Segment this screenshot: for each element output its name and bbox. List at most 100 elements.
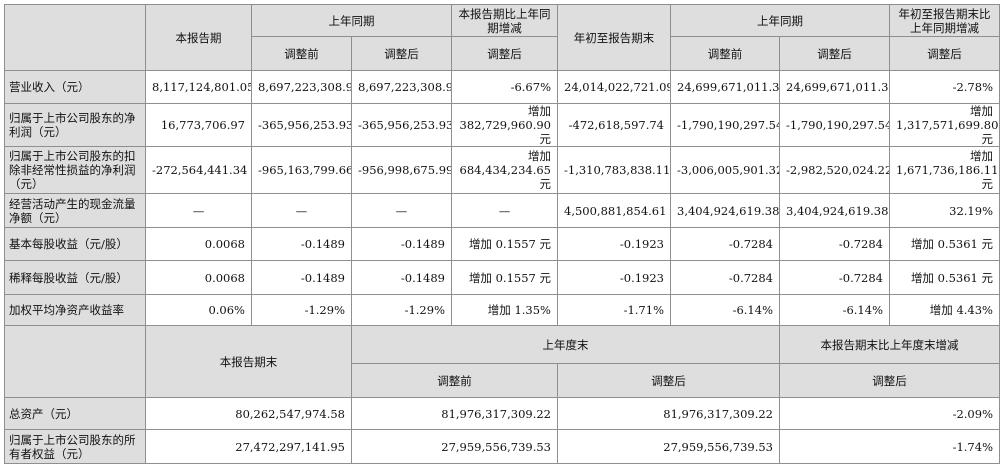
cell-prior-after: -956,998,675.99	[351, 146, 452, 194]
header-after-adjust-change: 调整后	[451, 36, 558, 71]
header-bottom-before-adjust: 调整前	[351, 363, 558, 398]
cell-ytd: -1.71%	[557, 294, 671, 326]
cell-prior-after: 27,959,556,739.53	[557, 429, 780, 464]
cell-ytd: -0.1923	[557, 260, 671, 295]
header-period-end: 本报告期末	[145, 325, 352, 398]
cell-ytd-prior-after: -0.7284	[779, 260, 890, 295]
cell-ytd-change: 增加 0.5361 元	[889, 227, 1000, 261]
cell-period-end: 27,472,297,141.95	[145, 429, 352, 464]
cell-ytd: 24,014,022,721.09	[557, 70, 671, 104]
cell-current: —	[145, 193, 252, 228]
cell-ytd-change: 32.19%	[889, 193, 1000, 228]
cell-ytd-prior-after: 24,699,671,011.31	[779, 70, 890, 104]
row-label: 营业收入（元）	[4, 70, 146, 104]
row-label: 归属于上市公司股东的所有者权益（元）	[4, 429, 146, 464]
cell-change: —	[451, 193, 558, 228]
header-after-adjust: 调整后	[351, 36, 452, 71]
cell-ytd-prior-after: -6.14%	[779, 294, 890, 326]
cell-prior-before: -0.1489	[251, 260, 352, 295]
header-ytd: 年初至报告期末	[557, 4, 671, 71]
header-change-vs-prior-year-end: 本报告期末比上年度末增减	[779, 325, 1000, 364]
row-label: 归属于上市公司股东的净利润（元）	[4, 103, 146, 147]
table-row: 归属于上市公司股东的扣除非经常性损益的净利润（元） -272,564,441.3…	[4, 146, 1000, 194]
cell-change: 增加 0.1557 元	[451, 260, 558, 295]
cell-prior-after: 81,976,317,309.22	[557, 397, 780, 430]
cell-ytd-prior-before: -3,006,005,901.32	[670, 146, 780, 194]
table-row: 归属于上市公司股东的净利润（元） 16,773,706.97 -365,956,…	[4, 103, 1000, 147]
row-label: 基本每股收益（元/股）	[4, 227, 146, 261]
header-ytd-change-yoy: 年初至报告期末比上年同期增减	[889, 4, 1000, 37]
cell-ytd-prior-after: -0.7284	[779, 227, 890, 261]
header-prior-year-same-period-2: 上年同期	[670, 4, 890, 37]
row-label: 归属于上市公司股东的扣除非经常性损益的净利润（元）	[4, 146, 146, 194]
cell-change: -2.09%	[779, 397, 1000, 430]
cell-ytd: 4,500,881,854.61	[557, 193, 671, 228]
cell-change: -6.67%	[451, 70, 558, 104]
cell-change: 增加684,434,234.65 元	[451, 146, 558, 194]
cell-current: 0.0068	[145, 227, 252, 261]
cell-ytd-prior-before: -1,790,190,297.54	[670, 103, 780, 147]
cell-prior-after: -1.29%	[351, 294, 452, 326]
cell-current: 0.0068	[145, 260, 252, 295]
cell-ytd: -472,618,597.74	[557, 103, 671, 147]
header-before-adjust: 调整前	[251, 36, 352, 71]
cell-ytd-prior-before: -6.14%	[670, 294, 780, 326]
cell-ytd-change: 增加 0.5361 元	[889, 260, 1000, 295]
table-row: 稀释每股收益（元/股） 0.0068 -0.1489 -0.1489 增加 0.…	[4, 260, 1000, 295]
table-row: 基本每股收益（元/股） 0.0068 -0.1489 -0.1489 增加 0.…	[4, 227, 1000, 261]
header-corner	[4, 4, 146, 71]
cell-prior-before: 8,697,223,308.90	[251, 70, 352, 104]
cell-ytd-prior-after: -2,982,520,024.22	[779, 146, 890, 194]
header-after-adjust-change-2: 调整后	[889, 36, 1000, 71]
cell-current: 8,117,124,801.05	[145, 70, 252, 104]
row-label: 经营活动产生的现金流量净额（元）	[4, 193, 146, 228]
header-change-yoy: 本报告期比上年同期增减	[451, 4, 558, 37]
cell-ytd-change: 增加 4.43%	[889, 294, 1000, 326]
header-bottom-after-adjust: 调整后	[557, 363, 780, 398]
cell-ytd-prior-before: -0.7284	[670, 260, 780, 295]
bottom-header-corner	[4, 325, 146, 398]
row-label: 稀释每股收益（元/股）	[4, 260, 146, 295]
cell-prior-after: -0.1489	[351, 227, 452, 261]
cell-prior-before: -1.29%	[251, 294, 352, 326]
cell-ytd-prior-before: -0.7284	[670, 227, 780, 261]
cell-ytd-change: 增加1,671,736,186.11 元	[889, 146, 1000, 194]
cell-prior-before: -965,163,799.66	[251, 146, 352, 194]
cell-period-end: 80,262,547,974.58	[145, 397, 352, 430]
table-row: 经营活动产生的现金流量净额（元） — — — — 4,500,881,854.6…	[4, 193, 1000, 228]
table-row: 总资产（元） 80,262,547,974.58 81,976,317,309.…	[4, 397, 1000, 430]
cell-ytd-change: -2.78%	[889, 70, 1000, 104]
header-after-adjust-2: 调整后	[779, 36, 890, 71]
table-row: 归属于上市公司股东的所有者权益（元） 27,472,297,141.95 27,…	[4, 429, 1000, 464]
cell-ytd: -0.1923	[557, 227, 671, 261]
cell-prior-after: 8,697,223,308.90	[351, 70, 452, 104]
cell-current: -272,564,441.34	[145, 146, 252, 194]
header-prior-year-end: 上年度末	[351, 325, 780, 364]
table-row: 营业收入（元） 8,117,124,801.05 8,697,223,308.9…	[4, 70, 1000, 104]
financial-data-table: 本报告期 上年同期 本报告期比上年同期增减 年初至报告期末 上年同期 年初至报告…	[4, 4, 1000, 464]
cell-prior-before: -0.1489	[251, 227, 352, 261]
header-prior-year-same-period: 上年同期	[251, 4, 452, 37]
cell-current: 16,773,706.97	[145, 103, 252, 147]
cell-change: 增加382,729,960.90 元	[451, 103, 558, 147]
cell-ytd: -1,310,783,838.11	[557, 146, 671, 194]
header-before-adjust-2: 调整前	[670, 36, 780, 71]
row-label: 加权平均净资产收益率	[4, 294, 146, 326]
cell-prior-after: —	[351, 193, 452, 228]
cell-ytd-prior-before: 24,699,671,011.31	[670, 70, 780, 104]
cell-current: 0.06%	[145, 294, 252, 326]
cell-change: 增加 0.1557 元	[451, 227, 558, 261]
cell-prior-after: -0.1489	[351, 260, 452, 295]
header-bottom-after-adjust-change: 调整后	[779, 363, 1000, 398]
cell-prior-before: —	[251, 193, 352, 228]
cell-prior-before: 27,959,556,739.53	[351, 429, 558, 464]
row-label: 总资产（元）	[4, 397, 146, 430]
cell-ytd-change: 增加1,317,571,699.80 元	[889, 103, 1000, 147]
cell-change: 增加 1.35%	[451, 294, 558, 326]
cell-ytd-prior-before: 3,404,924,619.38	[670, 193, 780, 228]
cell-prior-after: -365,956,253.93	[351, 103, 452, 147]
cell-prior-before: -365,956,253.93	[251, 103, 352, 147]
cell-ytd-prior-after: -1,790,190,297.54	[779, 103, 890, 147]
cell-prior-before: 81,976,317,309.22	[351, 397, 558, 430]
header-current-period: 本报告期	[145, 4, 252, 71]
